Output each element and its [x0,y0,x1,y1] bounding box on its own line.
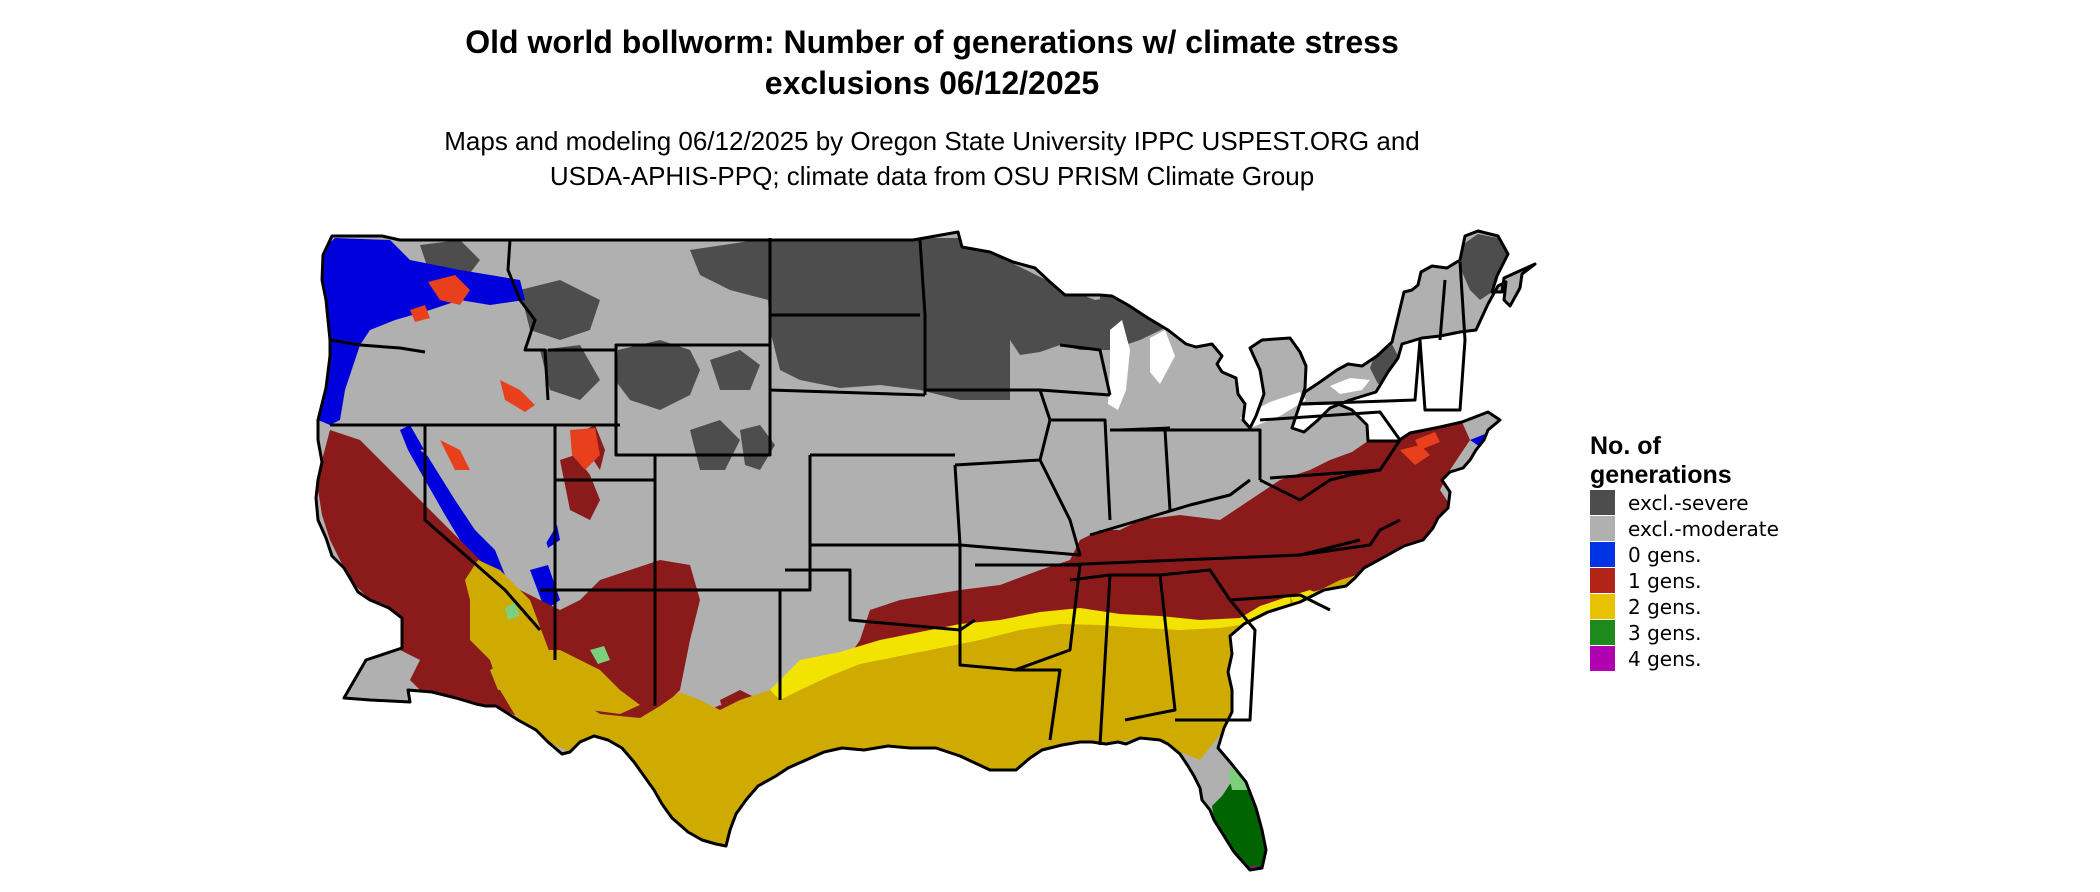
border-wi-mi [1059,343,1112,396]
border-al [1110,573,1177,722]
legend-item-excl-severe: excl.-severe [1590,490,1749,516]
border-wv-va [1259,468,1381,502]
map-subtitle-line-2: USDA-APHIS-PPQ; climate data from OSU PR… [549,161,1315,191]
border-ar [975,563,1082,672]
map-title-line-1: Old world bollworm: Number of generation… [465,24,1399,60]
border-va-nc [1299,518,1401,557]
legend-label: 4 gens. [1628,647,1702,671]
border-co-nm [653,455,812,592]
border-idaho-west [506,239,550,401]
border-pa [1259,410,1402,480]
legend-item-excl-moderate: excl.-moderate [1590,516,1779,542]
legend-title-line-1: No. of [1590,432,1661,460]
map-subtitle-line-1: Maps and modeling 06/12/2025 by Oregon S… [444,126,1420,156]
border-mi-south [1119,426,1171,432]
border-ok-panhandle [785,568,976,632]
legend-label: excl.-severe [1628,491,1749,515]
legend-swatch [1590,620,1615,645]
border-wi-il [1039,388,1111,397]
legend-label: 1 gens. [1628,569,1702,593]
border-nc-sc [1229,593,1331,612]
legend-swatch [1590,594,1615,619]
legend-swatch [1590,646,1615,671]
legend: No. of generations excl.-severe excl.-mo… [1590,432,1779,672]
legend-item-3-gens: 3 gens. [1590,620,1732,646]
legend-label: 0 gens. [1628,543,1702,567]
legend-title-line-2: generations [1590,461,1732,489]
legend-item-4-gens: 4 gens. [1590,646,1732,672]
legend-item-0-gens: 0 gens. [1590,542,1732,568]
border-new-england [1418,261,1467,412]
border-oh [1165,428,1262,480]
legend-swatch [1590,542,1615,567]
border-ga [1159,568,1257,722]
map-title: Old world bollworm: Number of generation… [0,22,1864,104]
border-az-nm [540,588,657,706]
legend-swatch [1590,490,1615,515]
border-ca-nv-diagonal [423,425,542,631]
border-ny [1299,339,1422,406]
border-mn-west [918,239,927,395]
legend-item-1-gens: 1 gens. [1590,568,1732,594]
border-ok-tx-east [958,545,1016,672]
border-il [1050,418,1112,521]
border-la [1015,668,1062,741]
legend-label: 2 gens. [1628,595,1702,619]
border-mo [953,459,1082,557]
legend-title: No. of generations [1590,432,1732,490]
border-wy-co [614,345,772,457]
map-subtitle: Maps and modeling 06/12/2025 by Oregon S… [0,124,1864,194]
border-sd-ne [769,388,926,397]
border-nm-tx [778,588,810,700]
border-wa-or [329,338,426,354]
us-generations-map [314,229,1537,872]
two-gens-regions [465,560,1380,846]
legend-label: excl.-moderate [1628,517,1779,541]
legend-swatch [1590,568,1615,593]
map-title-line-2: exclusions 06/12/2025 [764,65,1100,101]
state-borders [314,229,1537,872]
legend-label: 3 gens. [1628,621,1702,645]
border-ky-north [1089,478,1251,537]
border-vt-nh [1438,279,1447,341]
legend-item-2-gens: 2 gens. [1590,594,1732,620]
legend-swatch [1590,516,1615,541]
red-patch-regions [410,275,1440,470]
